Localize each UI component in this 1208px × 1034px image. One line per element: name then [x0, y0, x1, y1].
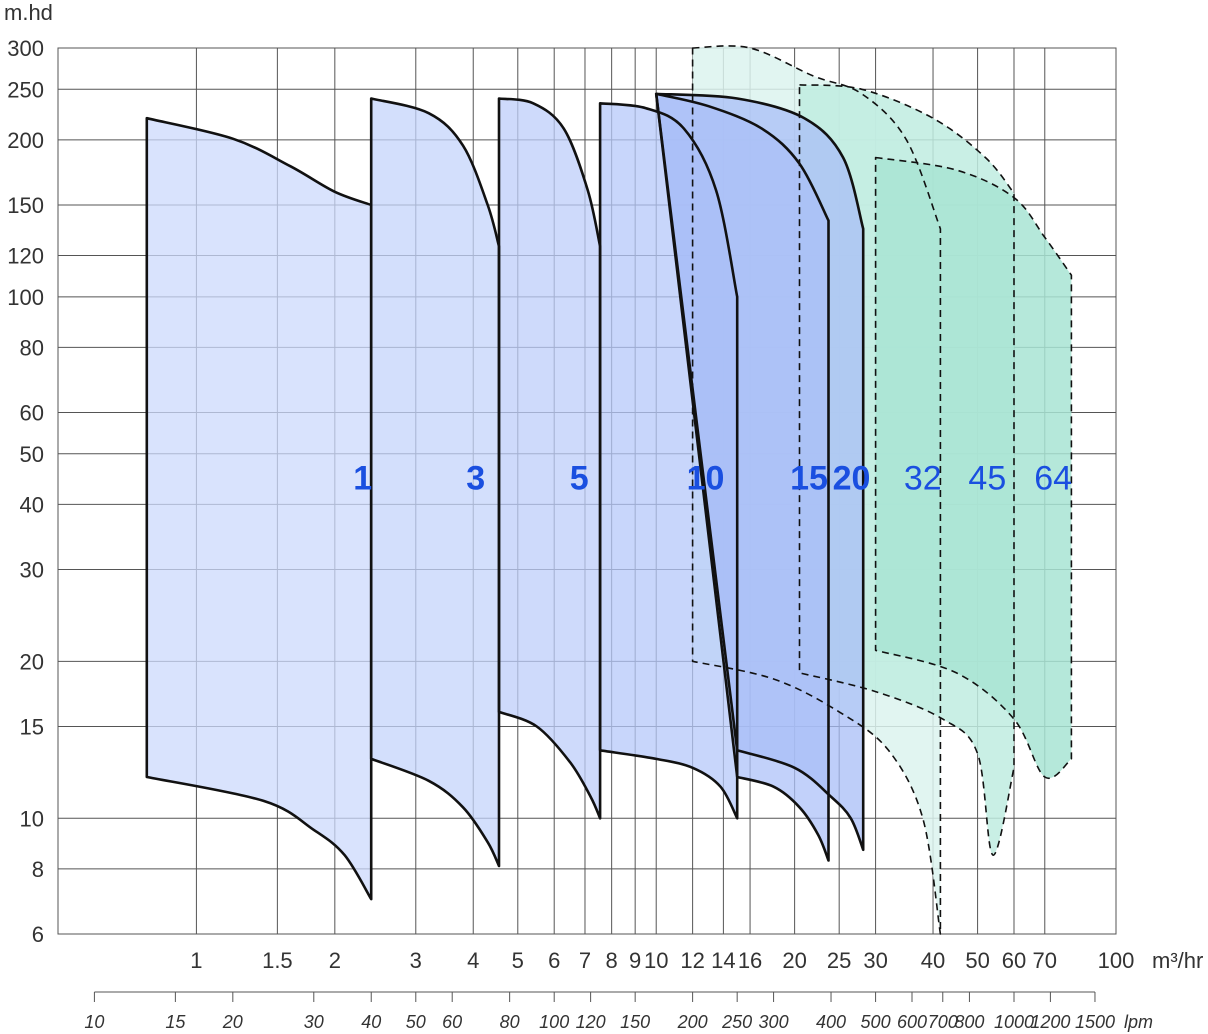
x-tick-label: 6	[548, 948, 560, 973]
y-tick-label: 40	[20, 492, 44, 517]
x2-tick-label: 40	[361, 1012, 381, 1032]
series-label-5: 5	[570, 460, 589, 498]
x2-tick-label: 300	[759, 1012, 789, 1032]
outline-45	[798, 84, 1015, 856]
area-64	[875, 157, 1072, 779]
x2-tick-label: 1200	[1030, 1012, 1070, 1032]
x-tick-label: 70	[1033, 948, 1057, 973]
series-label-3: 3	[466, 460, 485, 498]
outline-32	[691, 45, 942, 935]
x-tick-label: 20	[782, 948, 806, 973]
x-tick-label: 50	[965, 948, 989, 973]
y-tick-label: 300	[7, 36, 44, 61]
x-tick-label: 12	[680, 948, 704, 973]
y-tick-label: 120	[7, 244, 44, 269]
x-unit-label: m³/hr	[1152, 948, 1203, 973]
y-tick-label: 50	[20, 442, 44, 467]
y-tick-label: 30	[20, 557, 44, 582]
x-tick-label: 4	[467, 948, 479, 973]
x-tick-label: 1.5	[262, 948, 293, 973]
x2-unit-label: lpm	[1124, 1012, 1153, 1032]
y-tick-label: 200	[7, 128, 44, 153]
series-areas	[146, 45, 1072, 934]
x2-tick-label: 700	[928, 1012, 958, 1032]
plot-border	[57, 47, 1117, 935]
y-unit-label: m.hd	[4, 0, 53, 25]
y-tick-label: 20	[20, 649, 44, 674]
series-labels: 32 45 64 1 3 5 10 15 20	[353, 460, 1072, 498]
x-tick-label: 10	[644, 948, 668, 973]
x2-tick-label: 20	[222, 1012, 243, 1032]
area-20	[656, 93, 864, 850]
y-tick-label: 80	[20, 335, 44, 360]
x2-tick-label: 100	[539, 1012, 569, 1032]
x-tick-label: 1	[190, 948, 202, 973]
y-tick-label: 10	[20, 806, 44, 831]
x2-tick-label: 50	[406, 1012, 426, 1032]
series-label-64: 64	[1034, 460, 1072, 498]
x2-tick-label: 600	[897, 1012, 927, 1032]
y-tick-label: 60	[20, 401, 44, 426]
x-tick-label: 60	[1002, 948, 1026, 973]
x2-tick-label: 800	[954, 1012, 984, 1032]
x2-tick-label: 30	[304, 1012, 324, 1032]
y-tick-label: 250	[7, 77, 44, 102]
x2-tick-label: 250	[721, 1012, 752, 1032]
x2-tick-label: 200	[677, 1012, 708, 1032]
x-tick-label: 5	[512, 948, 524, 973]
outline-1	[145, 116, 373, 901]
y-tick-label: 8	[32, 857, 44, 882]
x-tick-label: 3	[410, 948, 422, 973]
series-label-20: 20	[833, 460, 871, 498]
series-outlines	[145, 45, 1073, 935]
x2-tick-label: 15	[165, 1012, 186, 1032]
series-label-32: 32	[904, 460, 942, 498]
y-tick-label: 15	[20, 714, 44, 739]
x-tick-label: 2	[329, 948, 341, 973]
x2-tick-label: 60	[442, 1012, 462, 1032]
x2-tick-label: 120	[576, 1012, 606, 1032]
y-tick-label: 150	[7, 193, 44, 218]
x-tick-label: 40	[921, 948, 945, 973]
x2-tick-label: 1000	[994, 1012, 1034, 1032]
x2-tick-label: 1500	[1075, 1012, 1115, 1032]
axes: m.hd m³/hr lpm 6810152030405060801001201…	[4, 0, 1203, 1032]
area-5	[499, 98, 601, 819]
x-tick-label: 100	[1098, 948, 1135, 973]
x-tick-label: 25	[827, 948, 851, 973]
x-tick-label: 9	[629, 948, 641, 973]
x-tick-label: 30	[863, 948, 887, 973]
area-3	[371, 98, 499, 866]
outline-64	[874, 156, 1073, 780]
series-label-45: 45	[968, 460, 1006, 498]
x2-tick-label: 80	[500, 1012, 520, 1032]
series-label-15: 15	[790, 460, 828, 498]
x-tick-label: 8	[606, 948, 618, 973]
y-tick-label: 6	[32, 922, 44, 947]
series-label-1: 1	[353, 460, 372, 498]
y-tick-label: 100	[7, 285, 44, 310]
series-label-10: 10	[687, 460, 725, 498]
outline-20	[654, 92, 865, 852]
x2-tick-label: 10	[84, 1012, 104, 1032]
area-1	[146, 118, 372, 900]
x-tick-label: 7	[579, 948, 591, 973]
outline-15	[654, 92, 830, 862]
x2-tick-label: 500	[861, 1012, 891, 1032]
x-tick-label: 14	[711, 948, 735, 973]
outline-10	[598, 102, 739, 820]
x2-tick-label: 400	[816, 1012, 846, 1032]
x2-tick-label: 150	[620, 1012, 650, 1032]
x-tick-label: 16	[738, 948, 762, 973]
